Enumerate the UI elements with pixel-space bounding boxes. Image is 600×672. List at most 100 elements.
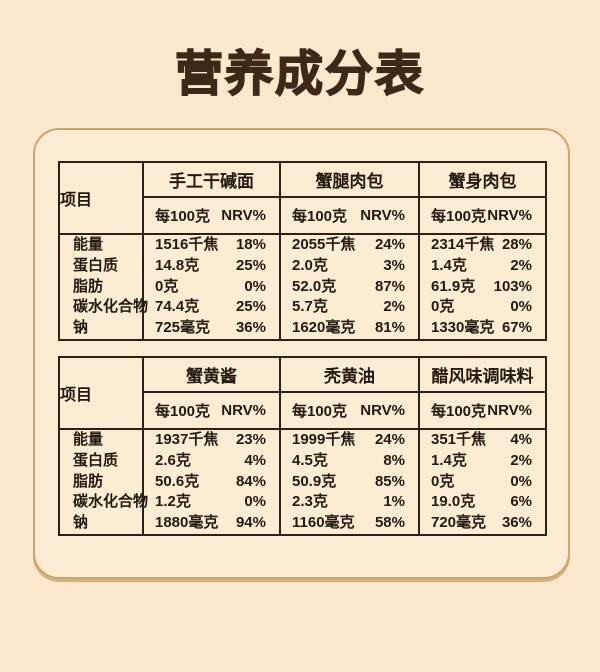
amount-value: 4.5克 bbox=[292, 451, 328, 469]
nrv-label: NRV% bbox=[221, 207, 266, 224]
nrv-value: 2% bbox=[510, 256, 532, 274]
nrv-value: 87% bbox=[374, 277, 405, 295]
nrv-label: NRV% bbox=[487, 207, 532, 224]
amount-value: 50.9克 bbox=[292, 472, 337, 490]
nrv-value: 36% bbox=[235, 319, 266, 337]
nutrient-label: 蛋白质 bbox=[73, 256, 119, 274]
amount-value: 1160毫克 bbox=[292, 514, 355, 532]
nutrient-label: 钠 bbox=[73, 514, 89, 532]
product-values: 351千焦 4% 1.4克 2% 0克 0% 19.0克 6% 720毫克 36% bbox=[418, 428, 547, 536]
subheader-cell: 每100克 NRV% bbox=[142, 196, 281, 235]
nrv-value: 0% bbox=[510, 472, 532, 490]
nutrient-label: 脂肪 bbox=[73, 277, 104, 295]
amount-value: 61.9克 bbox=[431, 277, 476, 295]
nrv-value: 94% bbox=[235, 514, 266, 532]
nrv-value: 0% bbox=[244, 493, 266, 511]
per100g-label: 每100克 bbox=[292, 208, 348, 225]
amount-value: 1516千焦 bbox=[155, 236, 219, 253]
product-name: 醋风味调味料 bbox=[418, 356, 547, 393]
amount-value: 1330毫克 bbox=[431, 319, 495, 337]
nrv-value: 67% bbox=[501, 319, 532, 337]
amount-value: 50.6克 bbox=[155, 472, 200, 490]
nrv-value: 84% bbox=[235, 472, 266, 490]
amount-value: 2.3克 bbox=[292, 493, 328, 511]
nrv-value: 81% bbox=[374, 319, 405, 337]
nrv-value: 1% bbox=[383, 493, 405, 511]
amount-value: 720毫克 bbox=[431, 514, 487, 532]
amount-value: 1.4克 bbox=[431, 451, 467, 469]
amount-value: 0克 bbox=[431, 298, 455, 316]
nrv-label: NRV% bbox=[487, 402, 532, 419]
product-values: 2055千焦 24% 2.0克 3% 52.0克 87% 5.7克 2% 1620毫克 8… bbox=[279, 233, 420, 341]
product-values: 1516千焦 18% 14.8克 25% 0克 0% 74.4克 25% 725毫克 36… bbox=[142, 233, 281, 341]
nutrient-label: 能量 bbox=[73, 236, 104, 253]
nutrition-panel: 项目 手工干碱面 蟹腿肉包 蟹身肉包 每100克 NRV% 每100克 bbox=[33, 128, 570, 579]
nrv-value: 8% bbox=[383, 451, 405, 469]
subheader-cell: 每100克 NRV% bbox=[279, 391, 420, 430]
per100g-label: 每100克 bbox=[155, 403, 211, 420]
nrv-value: 23% bbox=[235, 431, 266, 448]
nrv-value: 18% bbox=[235, 236, 266, 253]
amount-value: 351千焦 bbox=[431, 431, 487, 448]
amount-value: 725毫克 bbox=[155, 319, 211, 337]
product-values: 1999千焦 24% 4.5克 8% 50.9克 85% 2.3克 1% 1160毫克 5… bbox=[279, 428, 420, 536]
product-name: 手工干碱面 bbox=[142, 161, 281, 198]
nrv-value: 0% bbox=[510, 298, 532, 316]
amount-value: 19.0克 bbox=[431, 493, 476, 511]
item-header: 项目 bbox=[58, 356, 144, 430]
amount-value: 74.4克 bbox=[155, 298, 200, 316]
subheader-cell: 每100克 NRV% bbox=[418, 391, 547, 430]
amount-value: 1.2克 bbox=[155, 493, 191, 511]
amount-value: 1620毫克 bbox=[292, 319, 356, 337]
nutrient-labels: 能量 蛋白质 脂肪 碳水化合物 钠 bbox=[58, 233, 149, 341]
nrv-value: 25% bbox=[235, 298, 266, 316]
amount-value: 1937千焦 bbox=[155, 431, 219, 448]
amount-value: 0克 bbox=[155, 277, 179, 295]
nrv-value: 2% bbox=[383, 298, 405, 316]
nrv-value: 6% bbox=[510, 493, 532, 511]
nrv-label: NRV% bbox=[360, 402, 405, 419]
nutrient-label: 碳水化合物 bbox=[73, 298, 149, 316]
per100g-label: 每100克 bbox=[431, 208, 487, 225]
nrv-value: 25% bbox=[235, 256, 266, 274]
amount-value: 5.7克 bbox=[292, 298, 328, 316]
item-header: 项目 bbox=[58, 161, 144, 235]
nrv-value: 0% bbox=[244, 277, 266, 295]
nrv-label: NRV% bbox=[360, 207, 405, 224]
subheader-cell: 每100克 NRV% bbox=[142, 391, 281, 430]
nrv-value: 36% bbox=[501, 514, 532, 532]
nutrient-labels: 能量 蛋白质 脂肪 碳水化合物 钠 bbox=[58, 428, 149, 536]
nrv-value: 85% bbox=[374, 472, 405, 490]
nutrient-label: 能量 bbox=[73, 431, 104, 448]
nrv-value: 103% bbox=[493, 277, 532, 295]
amount-value: 52.0克 bbox=[292, 277, 337, 295]
per100g-label: 每100克 bbox=[431, 403, 487, 420]
per100g-label: 每100克 bbox=[292, 403, 348, 420]
nrv-value: 28% bbox=[501, 236, 532, 253]
nutrient-label: 碳水化合物 bbox=[73, 493, 149, 511]
product-name: 蟹身肉包 bbox=[418, 161, 547, 198]
product-name: 蟹腿肉包 bbox=[279, 161, 420, 198]
amount-value: 2.0克 bbox=[292, 256, 328, 274]
subheader-cell: 每100克 NRV% bbox=[279, 196, 420, 235]
nrv-value: 2% bbox=[510, 451, 532, 469]
amount-value: 14.8克 bbox=[155, 256, 200, 274]
nrv-value: 3% bbox=[383, 256, 405, 274]
nrv-value: 4% bbox=[244, 451, 266, 469]
amount-value: 2055千焦 bbox=[292, 236, 356, 253]
nutrition-table-2: 项目 蟹黄酱 秃黄油 醋风味调味料 每100克 NRV% 每100克 bbox=[58, 356, 547, 536]
amount-value: 0克 bbox=[431, 472, 455, 490]
product-name: 蟹黄酱 bbox=[142, 356, 281, 393]
amount-value: 2314千焦 bbox=[431, 236, 495, 253]
amount-value: 1.4克 bbox=[431, 256, 467, 274]
amount-value: 2.6克 bbox=[155, 451, 191, 469]
amount-value: 1880毫克 bbox=[155, 514, 219, 532]
nrv-value: 4% bbox=[510, 431, 532, 448]
amount-value: 1999千焦 bbox=[292, 431, 356, 448]
nrv-label: NRV% bbox=[221, 402, 266, 419]
nutrition-table-1: 项目 手工干碱面 蟹腿肉包 蟹身肉包 每100克 NRV% 每100克 bbox=[58, 161, 547, 341]
product-name: 秃黄油 bbox=[279, 356, 420, 393]
nrv-value: 24% bbox=[374, 236, 405, 253]
per100g-label: 每100克 bbox=[155, 208, 211, 225]
